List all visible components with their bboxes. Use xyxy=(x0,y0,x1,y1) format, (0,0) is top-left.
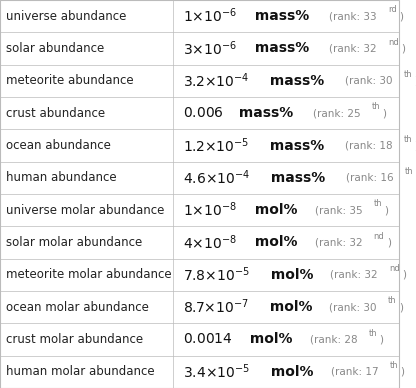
Text: th: th xyxy=(369,329,377,338)
Text: ): ) xyxy=(387,237,391,248)
Text: ): ) xyxy=(414,76,416,86)
Text: human abundance: human abundance xyxy=(6,171,116,184)
Text: $1{\times}10^{-8}$: $1{\times}10^{-8}$ xyxy=(183,201,237,220)
Text: (rank: 32: (rank: 32 xyxy=(330,270,378,280)
Text: ): ) xyxy=(384,205,388,215)
Text: mass%: mass% xyxy=(250,9,309,23)
Text: universe molar abundance: universe molar abundance xyxy=(6,204,164,217)
Text: th: th xyxy=(404,135,412,144)
Text: (rank: 16: (rank: 16 xyxy=(346,173,393,183)
Text: mol%: mol% xyxy=(266,365,314,379)
Text: solar abundance: solar abundance xyxy=(6,42,104,55)
Text: $1{\times}10^{-6}$: $1{\times}10^{-6}$ xyxy=(183,7,237,26)
Text: ): ) xyxy=(379,334,383,345)
Text: universe abundance: universe abundance xyxy=(6,10,126,23)
Text: $8.7{\times}10^{-7}$: $8.7{\times}10^{-7}$ xyxy=(183,298,249,317)
Text: ocean abundance: ocean abundance xyxy=(6,139,111,152)
Text: mass%: mass% xyxy=(265,74,325,88)
Text: crust abundance: crust abundance xyxy=(6,107,105,120)
Text: mol%: mol% xyxy=(245,333,292,346)
Text: (rank: 17: (rank: 17 xyxy=(331,367,379,377)
Text: $7.8{\times}10^{-5}$: $7.8{\times}10^{-5}$ xyxy=(183,265,250,284)
Text: $0.006$: $0.006$ xyxy=(183,106,224,120)
Text: mol%: mol% xyxy=(250,203,297,217)
Text: ): ) xyxy=(401,43,405,54)
Text: th: th xyxy=(374,199,382,208)
Text: (rank: 32: (rank: 32 xyxy=(314,237,362,248)
Text: ): ) xyxy=(415,173,416,183)
Text: ): ) xyxy=(383,108,386,118)
Text: nd: nd xyxy=(389,264,400,273)
Text: th: th xyxy=(404,70,412,79)
Text: $3{\times}10^{-6}$: $3{\times}10^{-6}$ xyxy=(183,39,237,58)
Text: ): ) xyxy=(399,11,403,21)
Text: mass%: mass% xyxy=(234,106,293,120)
Text: mol%: mol% xyxy=(266,268,313,282)
Text: $3.4{\times}10^{-5}$: $3.4{\times}10^{-5}$ xyxy=(183,362,250,381)
Text: meteorite molar abundance: meteorite molar abundance xyxy=(6,268,172,281)
Text: ): ) xyxy=(401,367,404,377)
Text: (rank: 35: (rank: 35 xyxy=(314,205,362,215)
Text: meteorite abundance: meteorite abundance xyxy=(6,74,134,87)
Text: $3.2{\times}10^{-4}$: $3.2{\times}10^{-4}$ xyxy=(183,71,250,90)
Text: (rank: 25: (rank: 25 xyxy=(313,108,361,118)
Text: (rank: 32: (rank: 32 xyxy=(329,43,377,54)
Text: ): ) xyxy=(414,140,416,151)
Text: solar molar abundance: solar molar abundance xyxy=(6,236,142,249)
Text: $0.0014$: $0.0014$ xyxy=(183,333,233,346)
Text: ocean molar abundance: ocean molar abundance xyxy=(6,301,149,314)
Text: nd: nd xyxy=(374,232,384,241)
Text: (rank: 33: (rank: 33 xyxy=(329,11,377,21)
Text: (rank: 18: (rank: 18 xyxy=(344,140,392,151)
Text: $4{\times}10^{-8}$: $4{\times}10^{-8}$ xyxy=(183,233,237,252)
Text: ): ) xyxy=(403,270,406,280)
Text: (rank: 30: (rank: 30 xyxy=(345,76,392,86)
Text: mol%: mol% xyxy=(265,300,312,314)
Text: (rank: 28: (rank: 28 xyxy=(310,334,357,345)
Text: th: th xyxy=(404,167,413,176)
Text: th: th xyxy=(388,296,397,305)
Text: nd: nd xyxy=(388,38,399,47)
Text: $4.6{\times}10^{-4}$: $4.6{\times}10^{-4}$ xyxy=(183,168,250,187)
Text: ): ) xyxy=(399,302,403,312)
Text: human molar abundance: human molar abundance xyxy=(6,365,155,378)
Text: crust molar abundance: crust molar abundance xyxy=(6,333,143,346)
Text: mass%: mass% xyxy=(250,42,309,55)
Text: $1.2{\times}10^{-5}$: $1.2{\times}10^{-5}$ xyxy=(183,136,250,155)
Text: th: th xyxy=(372,102,381,111)
Text: rd: rd xyxy=(388,5,397,14)
Text: mass%: mass% xyxy=(265,139,324,152)
Text: mol%: mol% xyxy=(250,236,297,249)
Text: (rank: 30: (rank: 30 xyxy=(329,302,377,312)
Text: mass%: mass% xyxy=(266,171,326,185)
Text: th: th xyxy=(390,361,399,370)
